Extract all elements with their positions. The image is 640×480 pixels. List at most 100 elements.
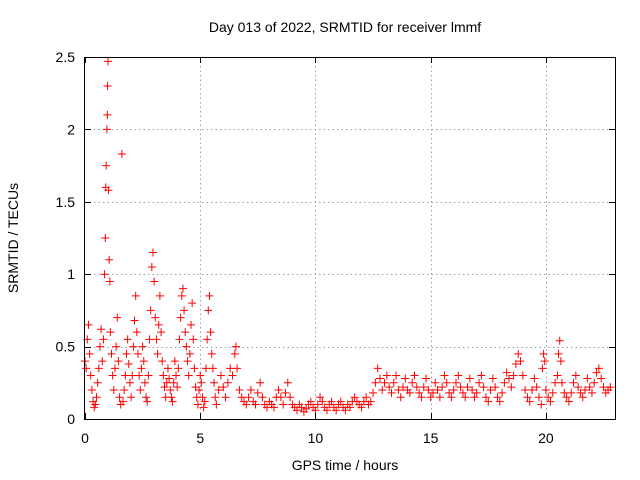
data-point xyxy=(169,378,178,387)
y-tick-label: 1.5 xyxy=(56,194,76,210)
data-point xyxy=(286,393,295,402)
data-point xyxy=(452,378,460,387)
data-point xyxy=(562,393,571,402)
data-point xyxy=(378,386,387,395)
data-point xyxy=(318,397,327,406)
data-point xyxy=(184,371,193,380)
data-point xyxy=(599,383,608,392)
data-point xyxy=(244,393,253,402)
data-point xyxy=(235,386,244,395)
data-point xyxy=(211,393,220,402)
data-point xyxy=(258,393,267,402)
data-point xyxy=(369,388,378,397)
data-points xyxy=(81,57,615,416)
y-tick-label: 0 xyxy=(67,411,75,427)
data-point xyxy=(567,388,576,397)
data-point xyxy=(389,378,398,387)
data-point xyxy=(117,150,126,159)
data-point xyxy=(228,371,237,380)
data-point xyxy=(142,393,151,402)
data-point xyxy=(428,388,437,397)
data-point xyxy=(131,291,140,300)
data-point xyxy=(91,400,100,409)
data-point xyxy=(592,368,601,377)
data-point xyxy=(560,388,569,397)
data-point xyxy=(387,388,396,397)
data-point xyxy=(534,393,543,402)
data-point xyxy=(405,388,414,397)
data-point xyxy=(136,386,145,395)
data-point xyxy=(541,386,550,395)
data-point xyxy=(112,342,121,351)
data-point xyxy=(128,371,137,380)
data-point xyxy=(189,335,198,344)
data-point xyxy=(481,393,490,402)
y-tick-label: 2.5 xyxy=(56,49,76,65)
data-point xyxy=(195,386,204,395)
data-point xyxy=(438,383,447,392)
x-tick-label: 15 xyxy=(423,430,439,446)
data-point xyxy=(350,393,359,402)
data-point xyxy=(574,383,583,392)
y-tick-label: 1 xyxy=(67,266,75,282)
data-point xyxy=(162,378,171,387)
data-point xyxy=(226,364,235,373)
data-point xyxy=(216,371,225,380)
y-tick-label: 2 xyxy=(67,121,75,137)
data-point xyxy=(313,400,322,409)
data-point xyxy=(569,378,578,387)
data-point xyxy=(104,186,113,195)
data-point xyxy=(85,349,94,358)
data-point xyxy=(322,406,331,415)
data-point xyxy=(302,404,311,413)
x-tick-label: 20 xyxy=(538,430,554,446)
data-point xyxy=(143,397,152,406)
data-point xyxy=(196,371,205,380)
data-point xyxy=(505,374,513,383)
data-point xyxy=(95,342,104,351)
data-point xyxy=(105,277,114,286)
data-point xyxy=(431,378,440,387)
data-point xyxy=(279,400,288,409)
data-point xyxy=(578,393,587,402)
data-point xyxy=(332,406,341,415)
grid-layer xyxy=(85,57,615,419)
data-point xyxy=(311,406,320,415)
data-point xyxy=(316,393,325,402)
data-point xyxy=(392,371,401,380)
data-point xyxy=(544,393,553,402)
data-point xyxy=(399,383,407,392)
data-point xyxy=(198,393,207,402)
data-point xyxy=(99,335,108,344)
data-point xyxy=(120,386,129,395)
data-point xyxy=(206,328,215,337)
data-point xyxy=(185,349,194,358)
data-point xyxy=(130,316,139,325)
data-point xyxy=(246,386,255,395)
data-point xyxy=(212,400,221,409)
data-point xyxy=(555,336,564,345)
data-point xyxy=(223,378,232,387)
data-point xyxy=(470,393,479,402)
data-point xyxy=(435,393,444,402)
data-point xyxy=(507,383,516,392)
data-point xyxy=(394,386,403,395)
data-point xyxy=(178,284,187,293)
data-point xyxy=(175,335,184,344)
data-point xyxy=(107,349,116,358)
data-point xyxy=(180,306,189,315)
data-point xyxy=(177,291,186,300)
data-point xyxy=(415,388,424,397)
data-point xyxy=(445,388,454,397)
data-point xyxy=(477,371,486,380)
data-point xyxy=(125,378,134,387)
data-point xyxy=(408,378,417,387)
data-point xyxy=(465,374,474,383)
data-point xyxy=(154,320,163,329)
data-point xyxy=(449,386,458,395)
data-point xyxy=(293,406,301,415)
data-point xyxy=(540,357,549,366)
data-point xyxy=(571,371,580,380)
data-point xyxy=(521,386,530,395)
